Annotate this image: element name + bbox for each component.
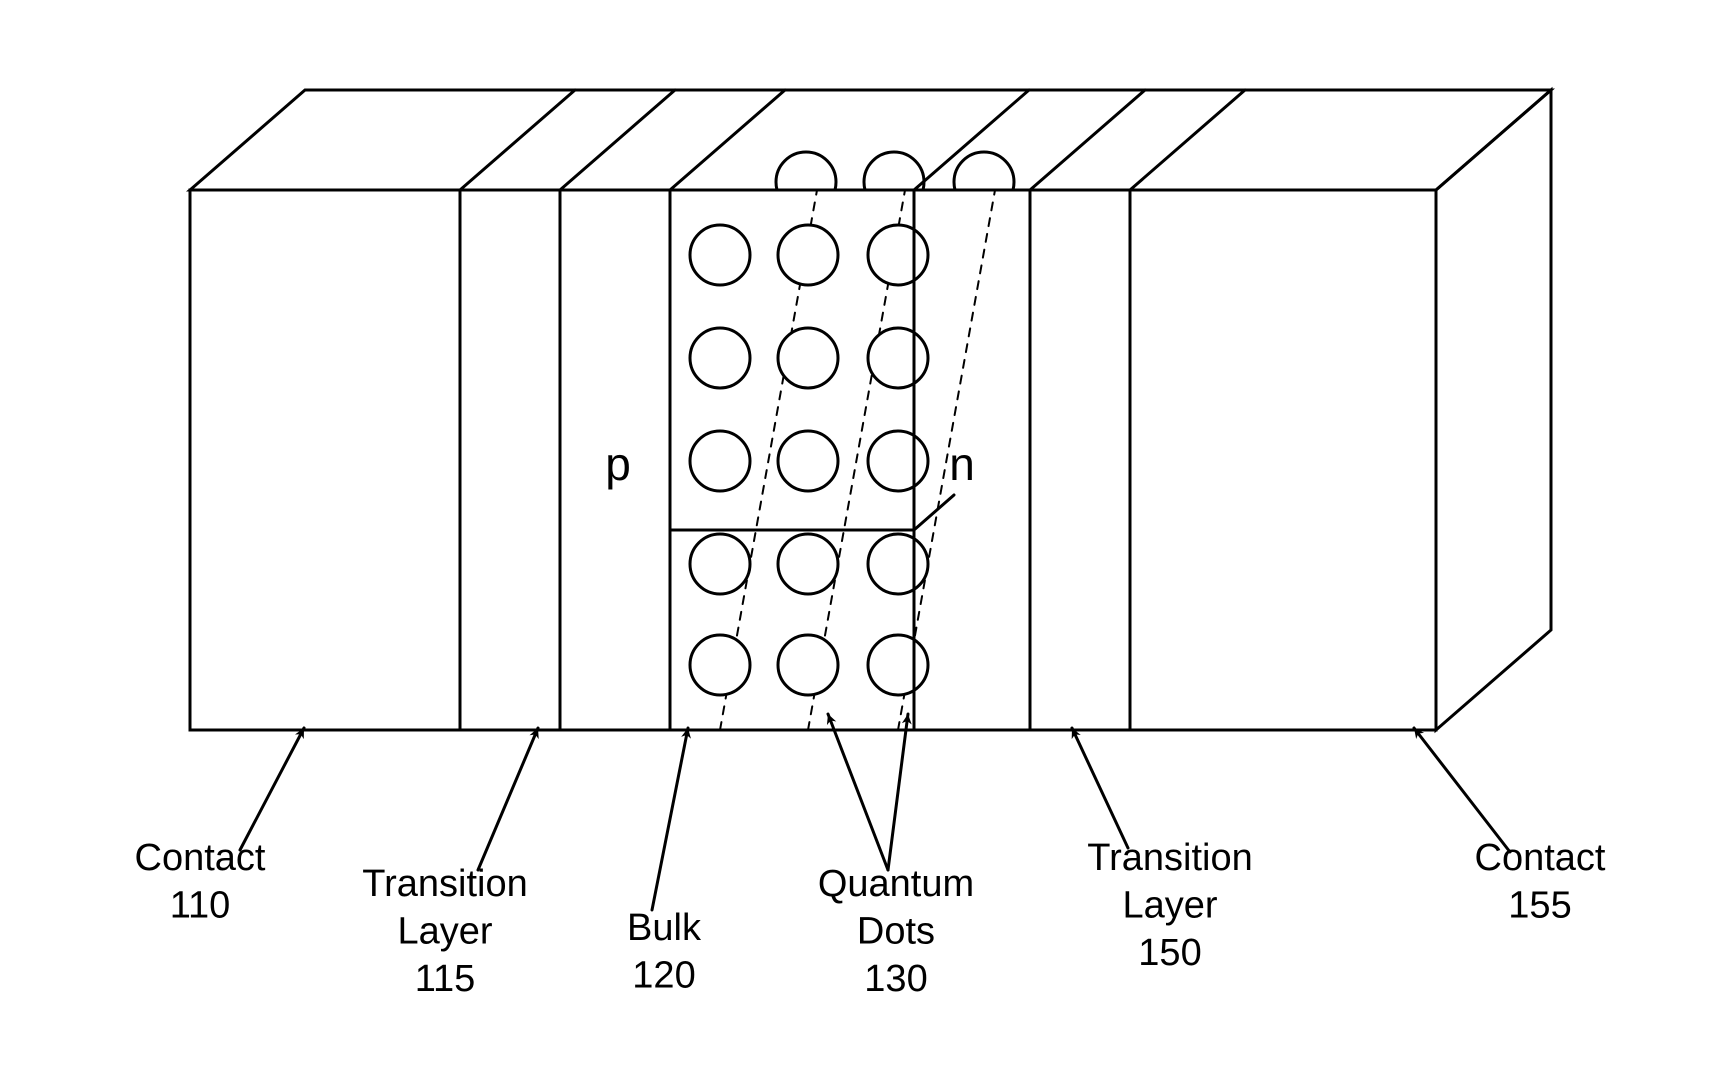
quantum-dot (778, 635, 838, 695)
label-quantum_dots: Dots (857, 911, 935, 953)
quantum-dot (868, 225, 928, 285)
label-bulk: Bulk (627, 907, 702, 949)
label-contact_right: 155 (1508, 885, 1571, 927)
label-contact_left: Contact (135, 837, 266, 879)
label-trans_left: 115 (415, 958, 476, 1000)
quantum-dot (778, 534, 838, 594)
quantum-dot (776, 152, 836, 212)
quantum-dot (690, 225, 750, 285)
label-trans_right: 150 (1138, 932, 1201, 974)
quantum-dot (868, 635, 928, 695)
quantum-dot (690, 328, 750, 388)
label-bulk: 120 (632, 955, 695, 997)
quantum-dot (954, 254, 1014, 314)
quantum-dot (690, 534, 750, 594)
label-p: p (605, 438, 631, 490)
quantum-dot (868, 328, 928, 388)
block-right (1436, 90, 1551, 730)
label-n: n (949, 438, 975, 490)
quantum-dot (690, 431, 750, 491)
quantum-dot (868, 534, 928, 594)
label-trans_left: Layer (397, 911, 492, 953)
quantum-dot (954, 152, 1014, 212)
quantum-dot (690, 635, 750, 695)
quantum-dot (868, 431, 928, 491)
label-contact_right: Contact (1475, 837, 1606, 879)
label-trans_left: Transition (362, 863, 527, 905)
label-trans_right: Transition (1087, 837, 1252, 879)
quantum-dot (778, 328, 838, 388)
label-contact_left: 110 (170, 885, 231, 927)
label-quantum_dots: 130 (864, 958, 927, 1000)
label-quantum_dots: Quantum (818, 863, 974, 905)
quantum-dot (778, 431, 838, 491)
quantum-dot (778, 225, 838, 285)
diagram-svg: p n Contact 110 Transition Layer 115 Bulk 120 Qua… (0, 0, 1719, 1085)
label-trans_right: Layer (1122, 885, 1217, 927)
